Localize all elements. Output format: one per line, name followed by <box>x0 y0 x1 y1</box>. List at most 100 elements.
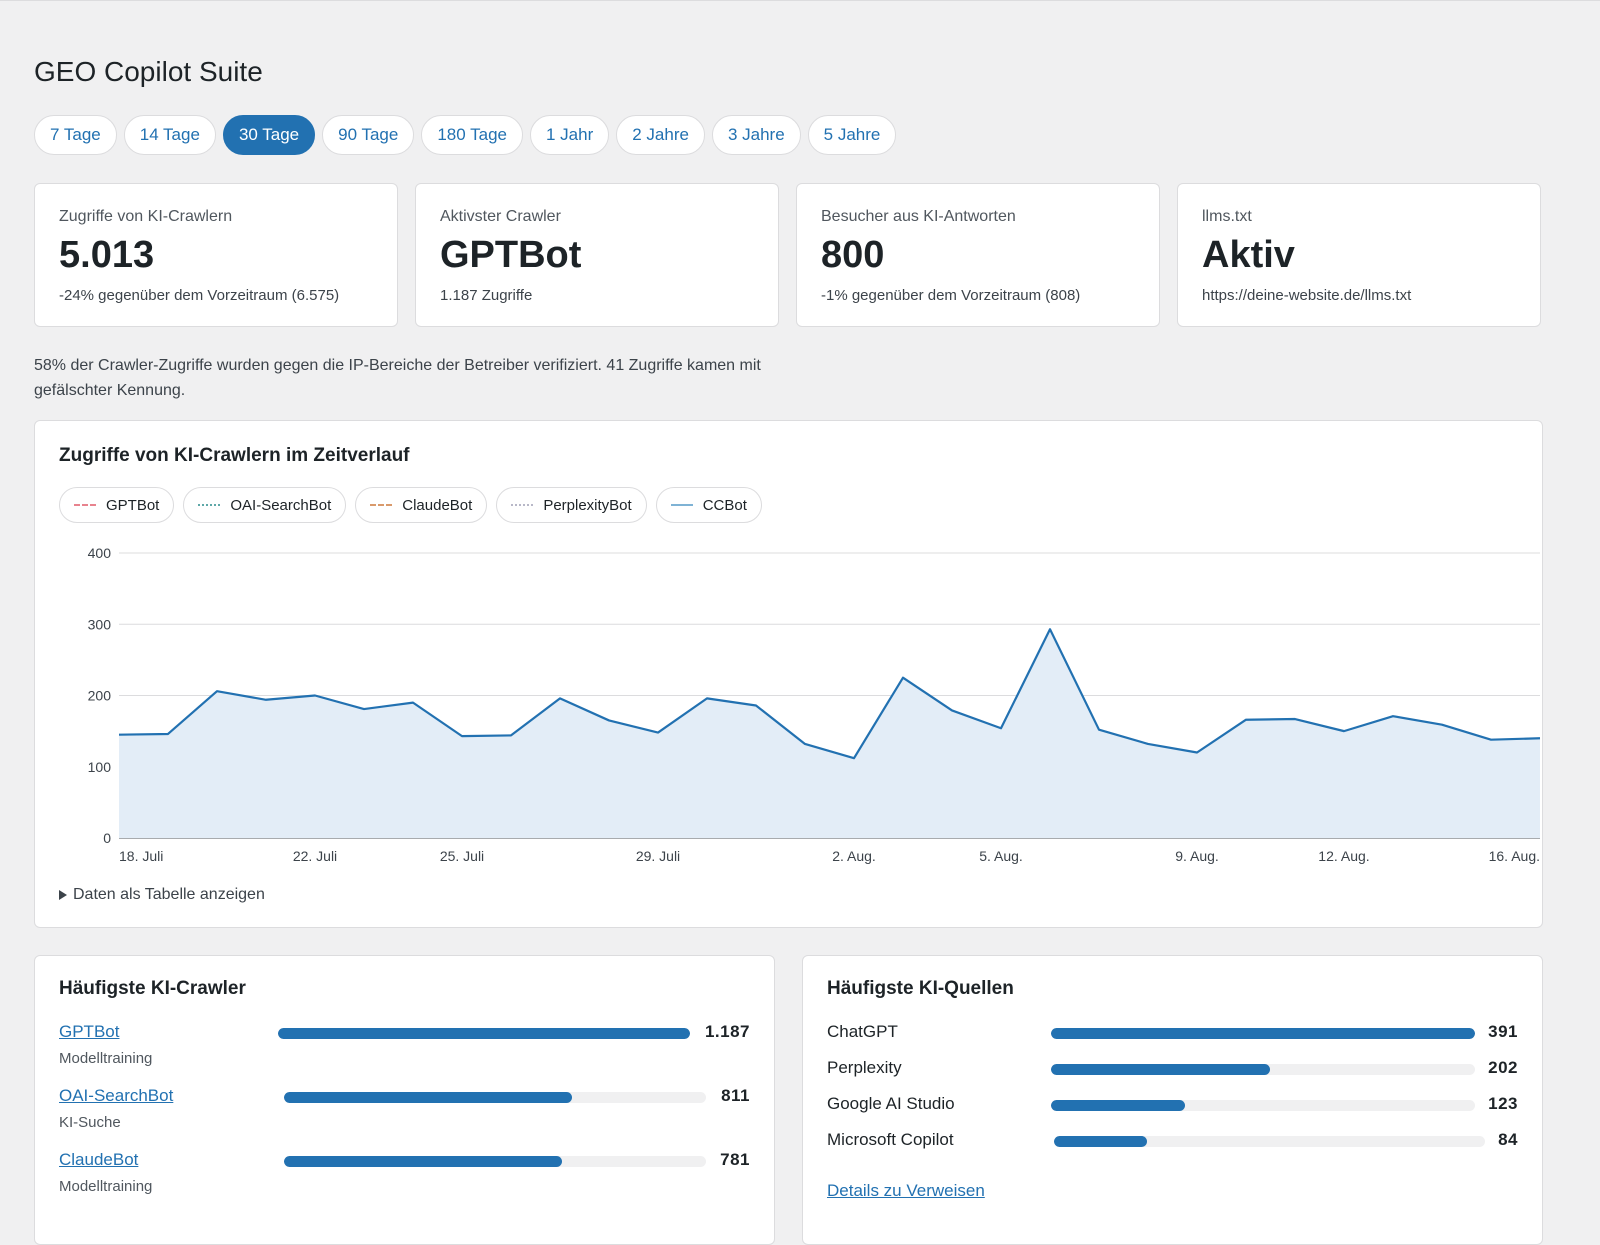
y-tick-label: 100 <box>88 759 112 775</box>
stat-label: llms.txt <box>1202 208 1252 225</box>
range-tab-90-tage[interactable]: 90 Tage <box>322 115 415 155</box>
source-count: 84 <box>1498 1130 1518 1149</box>
legend-label: OAI-SearchBot <box>230 496 332 514</box>
stat-sub: -24% gegenüber dem Vorzeitraum (6.575) <box>59 287 340 304</box>
top-sources-title: Häufigste KI-Quellen <box>827 978 1014 999</box>
stat-label: Besucher aus KI-Antworten <box>821 208 1016 225</box>
x-tick-label: 29. Juli <box>636 848 680 864</box>
data-point <box>998 725 1004 731</box>
crawler-line-chart: 0 100 200 300 400 18. Juli 22. Juli 25. Juli 29.… <box>88 545 1541 864</box>
legend-label: CCBot <box>702 496 747 514</box>
source-row: ChatGPT 391 <box>827 1022 1518 1046</box>
legend-item-ccbot[interactable]: CCBot <box>655 487 762 523</box>
range-tab-14-tage[interactable]: 14 Tage <box>123 115 216 155</box>
source-bar-fill <box>1051 1028 1475 1039</box>
chart-title: Zugriffe von KI-Crawlern im Zeitverlauf <box>59 445 410 466</box>
source-bar-fill <box>1054 1136 1147 1147</box>
crawler-row: ClaudeBot Modelltraining 781 <box>59 1150 750 1200</box>
data-point <box>312 693 318 699</box>
data-point <box>802 741 808 747</box>
series-line <box>118 628 1541 760</box>
source-count: 123 <box>1488 1094 1518 1113</box>
range-tab-7-tage[interactable]: 7 Tage <box>34 115 117 155</box>
data-point <box>508 732 514 738</box>
data-point <box>165 731 171 737</box>
source-name: Perplexity <box>827 1058 902 1077</box>
legend-swatch-dotted <box>198 504 221 506</box>
legend-swatch-solid <box>670 504 693 506</box>
source-bar-track <box>1054 1136 1485 1147</box>
show-table-toggle[interactable]: Daten als Tabelle anzeigen <box>59 886 265 904</box>
data-point <box>949 707 955 713</box>
stat-sub: -1% gegenüber dem Vorzeitraum (808) <box>821 287 1081 304</box>
show-table-label: Daten als Tabelle anzeigen <box>73 886 265 903</box>
data-point <box>1488 737 1494 743</box>
stat-value: GPTBot <box>440 234 582 276</box>
range-tab-5-jahre[interactable]: 5 Jahre <box>807 115 897 155</box>
stat-sub: 1.187 Zugriffe <box>440 287 533 304</box>
source-bar-track <box>1051 1064 1475 1075</box>
stat-sub: https://deine-website.de/llms.txt <box>1202 287 1412 304</box>
x-tick-label: 18. Juli <box>119 848 163 864</box>
x-tick-label: 25. Juli <box>440 848 484 864</box>
crawler-link[interactable]: OAI-SearchBot <box>59 1086 174 1105</box>
x-tick-label: 22. Juli <box>293 848 337 864</box>
range-tabs: 7 Tage 14 Tage 30 Tage 90 Tage 180 Tage … <box>34 115 897 155</box>
stat-label: Zugriffe von KI-Crawlern <box>59 208 233 225</box>
x-tick-label: 5. Aug. <box>979 848 1023 864</box>
crawler-count: 1.187 <box>704 1022 750 1041</box>
source-count: 202 <box>1488 1058 1518 1077</box>
crawler-category: Modelltraining <box>59 1050 153 1067</box>
crawler-link[interactable]: ClaudeBot <box>59 1150 139 1169</box>
disclosure-triangle-icon <box>59 890 67 900</box>
range-tab-180-tage[interactable]: 180 Tage <box>421 115 523 155</box>
y-tick-label: 400 <box>88 545 112 561</box>
data-point <box>361 706 367 712</box>
legend-item-claudebot[interactable]: ClaudeBot <box>355 487 488 523</box>
data-point <box>557 695 563 701</box>
chart-legend: GPTBot OAI-SearchBot ClaudeBot Perplexit… <box>59 487 762 523</box>
stat-card-top-crawler: Aktivster Crawler GPTBot 1.187 Zugriffe <box>415 183 779 327</box>
data-point <box>753 702 759 708</box>
range-tab-3-jahre[interactable]: 3 Jahre <box>711 115 801 155</box>
data-point <box>459 733 465 739</box>
data-point <box>1439 722 1445 728</box>
data-point <box>214 688 220 694</box>
range-tab-1-jahr[interactable]: 1 Jahr <box>530 115 610 155</box>
legend-swatch-dotted <box>511 504 534 506</box>
data-point <box>1145 741 1151 747</box>
data-point <box>851 755 857 761</box>
source-row: Google AI Studio 123 <box>827 1094 1518 1118</box>
referral-details-link[interactable]: Details zu Verweisen <box>827 1181 985 1200</box>
legend-label: GPTBot <box>106 496 160 514</box>
crawler-bar-track <box>284 1092 706 1103</box>
data-point <box>704 695 710 701</box>
crawler-link[interactable]: GPTBot <box>59 1022 120 1041</box>
legend-label: PerplexityBot <box>543 496 632 514</box>
range-tab-30-tage[interactable]: 30 Tage <box>222 115 316 155</box>
crawler-bar-track <box>284 1156 706 1167</box>
range-tab-2-jahre[interactable]: 2 Jahre <box>616 115 705 155</box>
source-count: 391 <box>1488 1022 1518 1041</box>
data-point <box>1047 626 1053 632</box>
stat-value: Aktiv <box>1202 234 1295 276</box>
source-bar-fill <box>1051 1100 1185 1111</box>
crawler-category: KI-Suche <box>59 1114 121 1131</box>
series-area <box>119 629 1540 838</box>
legend-item-gptbot[interactable]: GPTBot <box>59 487 175 523</box>
stat-label: Aktivster Crawler <box>440 208 561 225</box>
legend-item-perplexitybot[interactable]: PerplexityBot <box>496 487 647 523</box>
page-title: GEO Copilot Suite <box>34 56 263 87</box>
legend-item-oai-searchbot[interactable]: OAI-SearchBot <box>183 487 347 523</box>
x-tick-label: 2. Aug. <box>832 848 876 864</box>
data-point <box>410 700 416 706</box>
source-row: Microsoft Copilot 84 <box>827 1130 1518 1154</box>
stat-value: 800 <box>821 234 885 276</box>
crawler-count: 811 <box>721 1086 750 1105</box>
legend-swatch-dashed <box>74 504 96 506</box>
source-name: Microsoft Copilot <box>827 1130 954 1149</box>
crawler-bar-fill <box>284 1092 573 1103</box>
y-tick-label: 0 <box>103 830 111 846</box>
data-point <box>116 732 122 738</box>
data-point <box>1243 717 1249 723</box>
